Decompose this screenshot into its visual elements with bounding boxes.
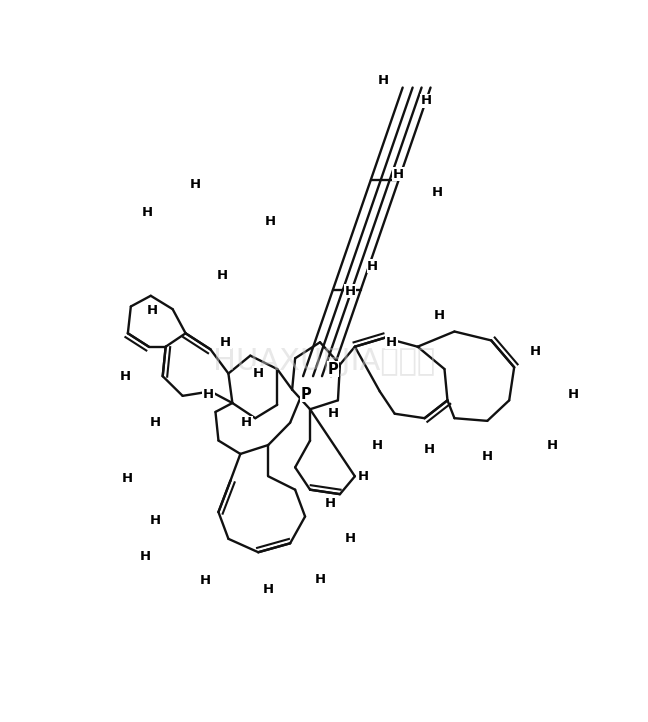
Text: H: H bbox=[327, 407, 338, 420]
Text: HUAXUEJIA化学加: HUAXUEJIA化学加 bbox=[213, 347, 435, 375]
Text: H: H bbox=[264, 215, 276, 228]
Text: H: H bbox=[262, 583, 274, 596]
Text: H: H bbox=[190, 178, 201, 191]
Text: H: H bbox=[372, 438, 384, 451]
Text: H: H bbox=[434, 309, 445, 322]
Text: H: H bbox=[367, 260, 378, 273]
Text: H: H bbox=[546, 438, 557, 451]
Text: P: P bbox=[328, 362, 338, 377]
Text: H: H bbox=[424, 443, 435, 456]
Text: H: H bbox=[344, 532, 356, 545]
Text: H: H bbox=[344, 284, 356, 297]
Text: H: H bbox=[220, 336, 231, 349]
Text: H: H bbox=[150, 416, 161, 429]
Text: P: P bbox=[301, 386, 312, 401]
Text: H: H bbox=[142, 206, 154, 219]
Text: H: H bbox=[325, 497, 336, 510]
Text: H: H bbox=[568, 388, 579, 401]
Text: H: H bbox=[314, 573, 325, 586]
Text: H: H bbox=[121, 471, 132, 484]
Text: H: H bbox=[481, 450, 493, 463]
Text: H: H bbox=[140, 550, 152, 563]
Text: H: H bbox=[200, 574, 211, 587]
Text: H: H bbox=[203, 388, 214, 401]
Text: H: H bbox=[241, 416, 252, 429]
Text: H: H bbox=[393, 168, 404, 180]
Text: H: H bbox=[378, 74, 389, 87]
Text: H: H bbox=[357, 470, 369, 483]
Text: H: H bbox=[432, 186, 443, 199]
Text: H: H bbox=[150, 515, 161, 528]
Text: H: H bbox=[421, 95, 432, 108]
Text: H: H bbox=[119, 370, 130, 383]
Text: H: H bbox=[529, 344, 540, 357]
Text: H: H bbox=[386, 336, 397, 349]
Text: H: H bbox=[147, 305, 158, 318]
Text: H: H bbox=[253, 367, 264, 380]
Text: H: H bbox=[217, 269, 228, 282]
